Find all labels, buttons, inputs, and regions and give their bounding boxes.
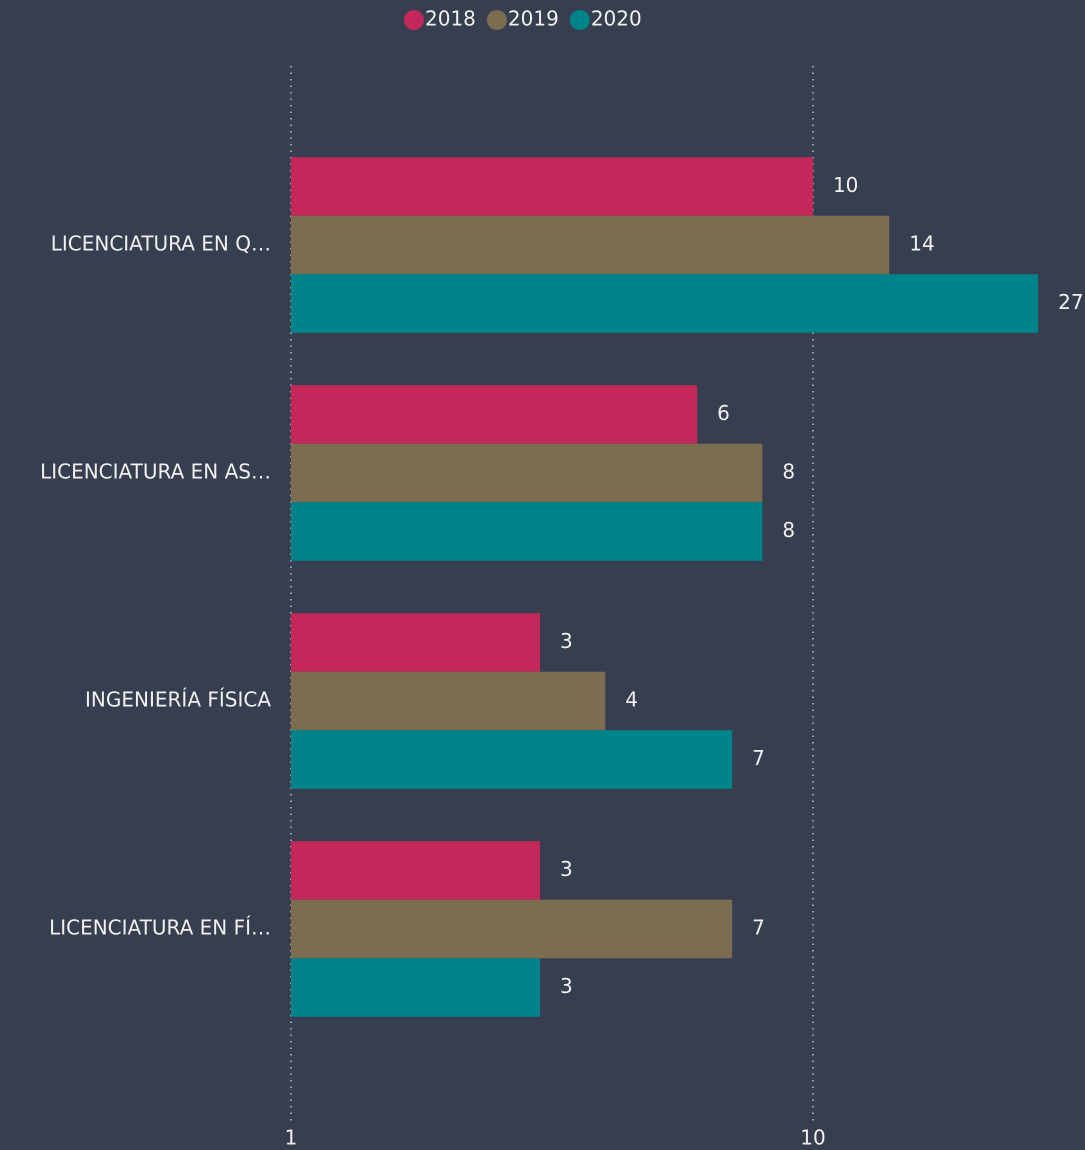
legend-marker — [486, 10, 507, 30]
legend-marker — [404, 10, 424, 30]
bar — [291, 899, 733, 959]
y-tick-label: LICENCIATURA EN FÍ… — [49, 916, 271, 940]
x-tick-label: 1 — [285, 1126, 298, 1150]
value-label: 4 — [625, 688, 638, 712]
bar — [291, 613, 541, 672]
value-label: 10 — [833, 173, 858, 197]
value-label: 3 — [560, 857, 573, 881]
bar — [291, 671, 606, 731]
value-label: 8 — [782, 460, 795, 484]
value-label: 7 — [752, 746, 765, 770]
y-tick-label: INGENIERÍA FÍSICA — [85, 688, 271, 712]
value-label: 3 — [560, 974, 573, 998]
bar — [291, 157, 813, 216]
legend-label: 2018 — [425, 7, 476, 31]
legend-label: 2019 — [508, 7, 559, 31]
y-tick-label: LICENCIATURA EN Q… — [51, 232, 271, 256]
bar — [291, 841, 541, 900]
bar — [291, 958, 541, 1017]
bar — [291, 215, 890, 275]
legend-label: 2020 — [591, 7, 642, 31]
x-tick-label: 10 — [800, 1126, 825, 1150]
value-label: 8 — [782, 518, 795, 542]
value-label: 14 — [909, 232, 934, 256]
bar — [291, 443, 763, 503]
value-label: 7 — [752, 916, 765, 940]
bar — [291, 274, 1039, 333]
bar — [291, 730, 733, 789]
value-label: 3 — [560, 629, 573, 653]
y-tick-label: LICENCIATURA EN AS… — [40, 460, 271, 484]
bar — [291, 385, 698, 444]
value-label: 6 — [717, 401, 730, 425]
value-label: 27 — [1058, 290, 1083, 314]
legend-marker — [569, 10, 590, 30]
bar — [291, 502, 763, 561]
